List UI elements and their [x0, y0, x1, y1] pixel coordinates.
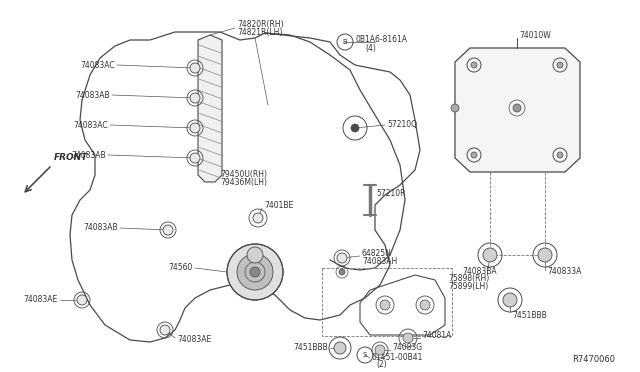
Polygon shape [455, 48, 580, 172]
Text: 64825N: 64825N [362, 250, 392, 259]
Text: 74083AC: 74083AC [81, 61, 115, 70]
Polygon shape [198, 35, 222, 182]
Circle shape [420, 300, 430, 310]
Text: R7470060: R7470060 [572, 356, 615, 365]
Circle shape [483, 248, 497, 262]
Text: FRONT: FRONT [54, 153, 88, 162]
Text: 75899(LH): 75899(LH) [448, 282, 488, 291]
Circle shape [471, 152, 477, 158]
Circle shape [250, 267, 260, 277]
Text: 01451-00B41: 01451-00B41 [372, 353, 424, 362]
Text: S: S [363, 352, 367, 358]
Text: 75898(RH): 75898(RH) [448, 273, 489, 282]
Circle shape [503, 293, 517, 307]
Circle shape [247, 247, 263, 263]
Text: 74083AC: 74083AC [74, 121, 108, 129]
Text: 57210Q: 57210Q [387, 121, 417, 129]
Circle shape [77, 295, 87, 305]
Text: (4): (4) [365, 44, 376, 52]
Text: 79436M(LH): 79436M(LH) [220, 179, 267, 187]
Circle shape [351, 124, 359, 132]
Circle shape [337, 253, 347, 263]
Circle shape [253, 213, 263, 223]
Text: 74083AB: 74083AB [72, 151, 106, 160]
Text: 74083AE: 74083AE [177, 336, 211, 344]
Circle shape [451, 104, 459, 112]
Circle shape [339, 269, 345, 275]
Circle shape [190, 123, 200, 133]
Text: B: B [342, 39, 348, 45]
Text: 74081A: 74081A [422, 331, 451, 340]
Circle shape [471, 62, 477, 68]
Text: 74083AE: 74083AE [24, 295, 58, 305]
Text: 74083AH: 74083AH [362, 257, 397, 266]
Circle shape [557, 152, 563, 158]
Circle shape [163, 225, 173, 235]
Text: 0B1A6-8161A: 0B1A6-8161A [356, 35, 408, 45]
Circle shape [538, 248, 552, 262]
Text: 74083BA: 74083BA [462, 267, 497, 276]
Circle shape [334, 342, 346, 354]
Circle shape [380, 300, 390, 310]
Text: 74083AB: 74083AB [83, 224, 118, 232]
Text: 74083G: 74083G [392, 343, 422, 353]
Text: 740833A: 740833A [547, 267, 581, 276]
Circle shape [190, 153, 200, 163]
Circle shape [513, 104, 521, 112]
Circle shape [160, 325, 170, 335]
Circle shape [190, 63, 200, 73]
Text: 7451BBB: 7451BBB [293, 343, 328, 353]
Circle shape [190, 93, 200, 103]
Text: (2): (2) [376, 360, 387, 369]
Text: 74821R(LH): 74821R(LH) [237, 29, 282, 38]
Circle shape [237, 254, 273, 290]
Text: 7451BBB: 7451BBB [512, 311, 547, 320]
Circle shape [227, 244, 283, 300]
Text: 74820R(RH): 74820R(RH) [237, 20, 284, 29]
Text: 74083AB: 74083AB [76, 90, 110, 99]
Circle shape [403, 333, 413, 343]
Circle shape [557, 62, 563, 68]
Text: 57210R: 57210R [376, 189, 406, 198]
Text: 7401BE: 7401BE [264, 202, 293, 211]
Circle shape [375, 345, 385, 355]
Text: 79450U(RH): 79450U(RH) [220, 170, 267, 180]
Text: 74560: 74560 [168, 263, 193, 273]
Text: 74010W: 74010W [519, 31, 551, 39]
